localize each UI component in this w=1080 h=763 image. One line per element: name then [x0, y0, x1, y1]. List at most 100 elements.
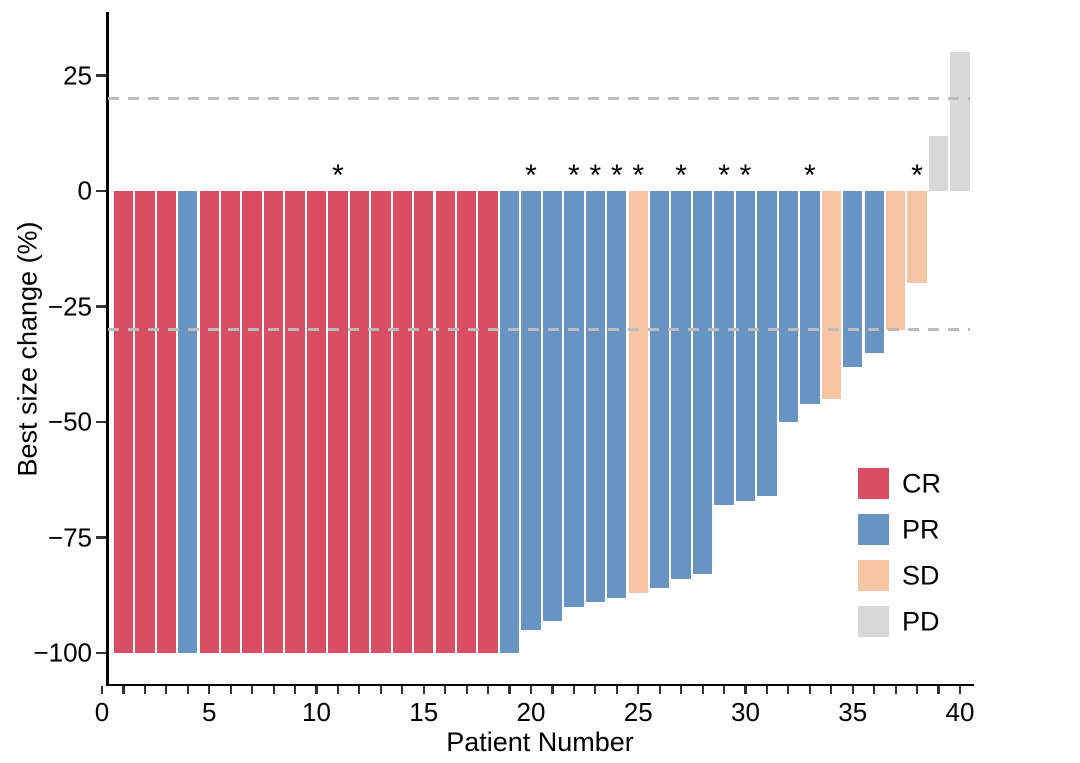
bar-patient-31 [757, 191, 777, 496]
x-tick-16 [444, 686, 447, 694]
x-tick-40 [958, 686, 962, 694]
x-tick-37 [894, 686, 897, 694]
x-tick-38 [916, 686, 919, 694]
bar-patient-27 [671, 191, 691, 580]
bar-patient-18 [478, 191, 498, 653]
y-tick-label--25: −25 [47, 291, 92, 321]
legend-label-pr: PR [902, 514, 940, 544]
bar-patient-36 [864, 191, 884, 353]
x-tick-36 [873, 686, 876, 694]
x-tick-27 [680, 686, 683, 694]
bar-patient-12 [349, 191, 370, 653]
pr-color-swatch [858, 514, 889, 545]
asterisk-patient-29: * [718, 159, 730, 192]
x-tick-24 [615, 686, 618, 694]
reference-line-20 [108, 96, 970, 101]
x-tick-28 [701, 686, 704, 694]
x-tick-13 [379, 686, 382, 694]
bar-patient-7 [242, 191, 262, 653]
y-axis-line [106, 12, 109, 686]
y-tick-0 [96, 189, 106, 193]
bar-patient-38 [907, 191, 927, 284]
x-tick-5 [208, 686, 211, 694]
bar-patient-21 [542, 191, 563, 621]
x-tick-22 [572, 686, 575, 694]
y-tick--25 [96, 305, 106, 308]
bar-patient-39 [928, 135, 949, 191]
bar-patient-10 [306, 191, 327, 653]
y-tick-label--100: −100 [33, 637, 92, 668]
x-tick-15 [422, 686, 425, 694]
x-tick-33 [808, 686, 811, 694]
bar-patient-11 [328, 191, 348, 653]
asterisk-patient-24: * [610, 159, 623, 192]
legend-label-sd: SD [902, 560, 940, 590]
x-tick-3 [165, 686, 168, 694]
y-tick--75 [96, 536, 106, 539]
x-tick-label-10: 10 [302, 697, 331, 727]
asterisk-patient-23: * [589, 159, 602, 192]
x-tick-2 [143, 686, 146, 694]
x-tick-34 [830, 686, 833, 694]
y-tick-label-25: 25 [63, 60, 92, 90]
y-tick-25 [96, 74, 106, 77]
legend-label-cr: CR [902, 468, 941, 498]
x-tick-35 [851, 686, 854, 694]
x-tick-label-0: 0 [94, 697, 110, 727]
bar-patient-32 [778, 191, 799, 422]
cr-color-swatch [858, 468, 889, 499]
x-tick-4 [186, 686, 189, 694]
y-tick-label--75: −75 [47, 522, 92, 552]
bar-patient-5 [199, 191, 219, 653]
asterisk-patient-11: * [332, 159, 344, 192]
bar-patient-4 [178, 191, 198, 653]
asterisk-patient-25: * [632, 159, 645, 192]
bar-patient-22 [564, 191, 584, 607]
bar-patient-33 [800, 191, 820, 404]
y-tick-label-0: 0 [77, 175, 92, 206]
x-tick-31 [765, 686, 769, 694]
x-tick-label-25: 25 [623, 697, 653, 727]
bar-patient-8 [263, 191, 284, 653]
bar-patient-24 [607, 191, 627, 598]
y-tick-label--50: −50 [47, 406, 92, 437]
x-tick-12 [358, 686, 361, 694]
x-tick-19 [508, 686, 511, 694]
x-axis-line [106, 683, 974, 687]
x-tick-1 [122, 686, 125, 694]
asterisk-patient-33: * [804, 159, 816, 192]
bar-patient-6 [221, 191, 241, 653]
x-tick-7 [251, 686, 254, 694]
bar-patient-14 [392, 191, 412, 653]
bar-patient-13 [371, 191, 391, 653]
x-tick-label-40: 40 [945, 697, 975, 727]
legend-label-pd: PD [902, 606, 940, 636]
bar-patient-35 [843, 191, 863, 367]
asterisk-patient-27: * [675, 159, 687, 192]
bar-patient-40 [950, 52, 970, 191]
bar-patient-29 [714, 191, 734, 506]
bar-patient-34 [821, 191, 841, 399]
x-tick-29 [722, 686, 726, 694]
pd-color-swatch [858, 606, 889, 637]
y-tick--50 [96, 420, 106, 424]
y-tick--100 [96, 651, 106, 655]
bar-patient-1 [113, 191, 134, 653]
x-tick-39 [937, 686, 940, 694]
bar-patient-28 [692, 191, 713, 575]
bar-patient-19 [499, 191, 520, 653]
x-tick-30 [744, 686, 747, 694]
x-tick-14 [401, 686, 404, 694]
y-axis-title: Best size change (%) [12, 221, 43, 477]
x-tick-label-30: 30 [731, 697, 760, 727]
x-tick-6 [229, 686, 232, 694]
bar-patient-25 [628, 191, 648, 593]
x-axis-title: Patient Number [446, 727, 634, 757]
x-tick-26 [658, 686, 661, 694]
bar-patient-2 [135, 191, 155, 653]
bar-patient-20 [521, 191, 541, 630]
x-tick-label-35: 35 [838, 697, 868, 727]
bar-patient-23 [585, 191, 606, 603]
x-tick-0 [100, 686, 104, 694]
bar-patient-30 [735, 191, 756, 501]
